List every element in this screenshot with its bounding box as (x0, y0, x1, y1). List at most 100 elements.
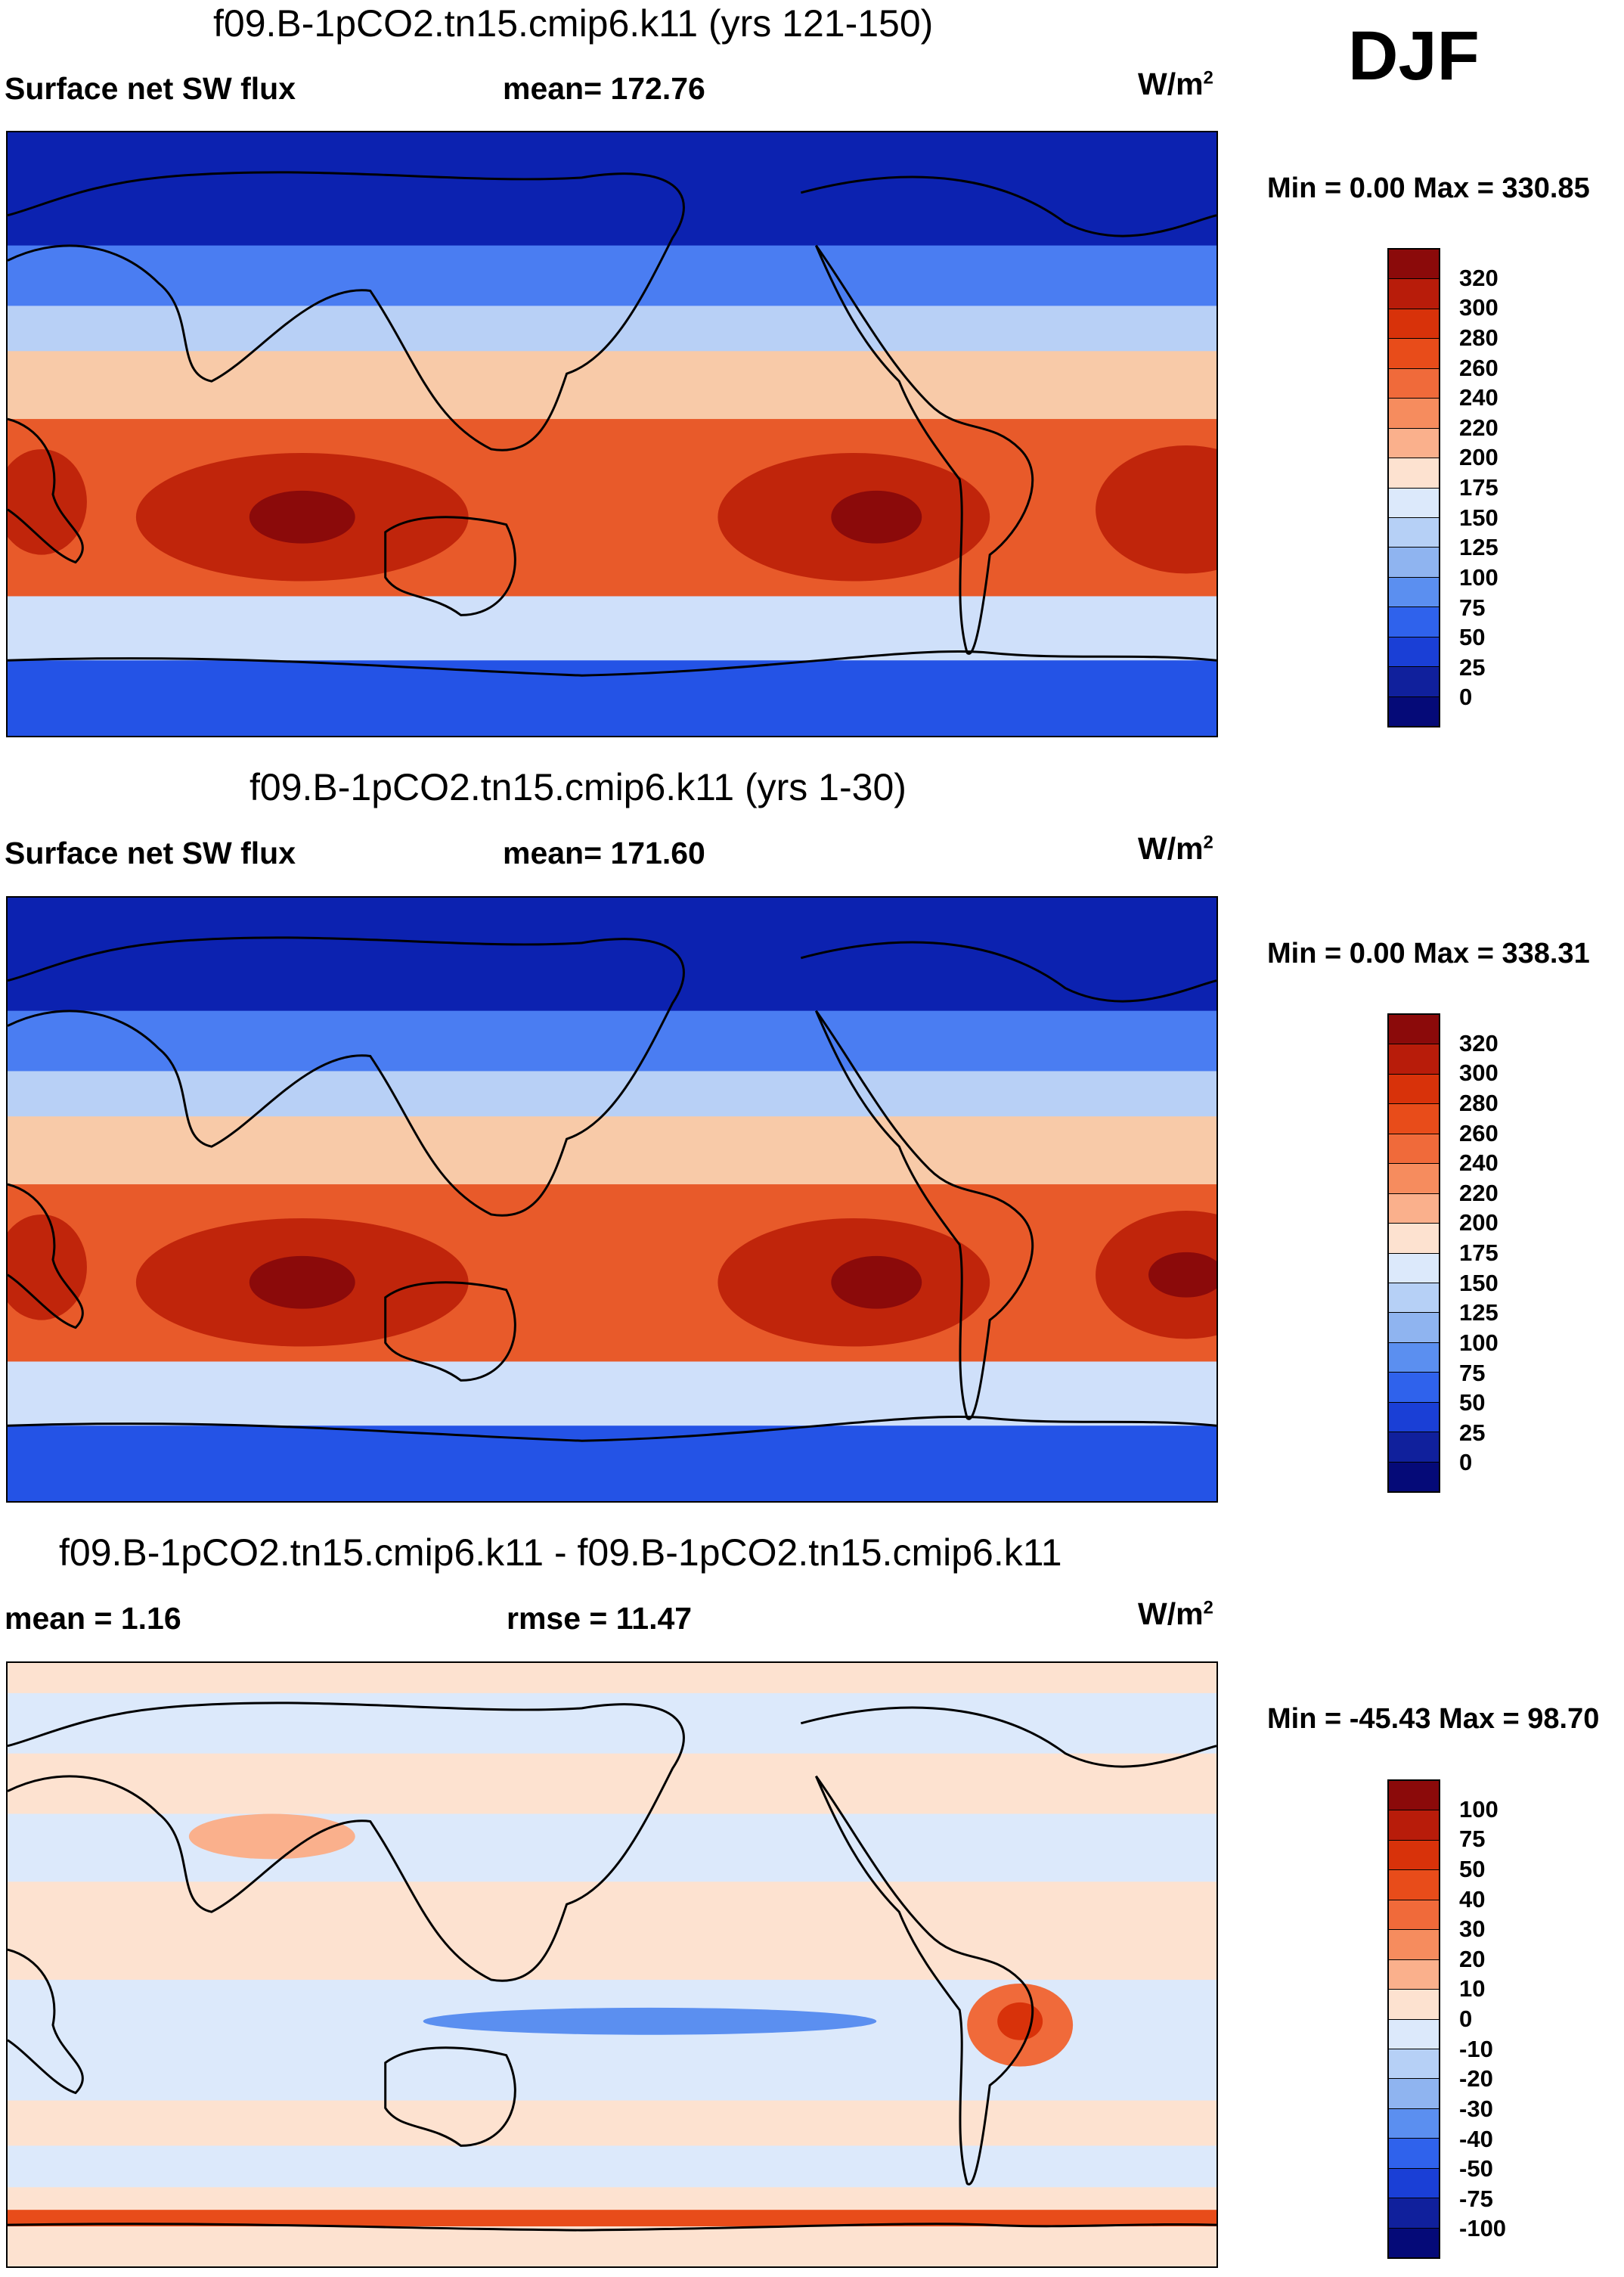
panel3-americas-coast (814, 1775, 1034, 2185)
colorbar-label: 150 (1459, 1269, 1498, 1296)
colorbar-swatch (1389, 2019, 1439, 2049)
colorbar-swatch (1389, 1990, 1439, 2020)
panel2-units: W/m2 (1138, 831, 1213, 866)
panel3-africa-coast (8, 1948, 84, 2095)
colorbar-swatch (1389, 2079, 1439, 2109)
panel3-eurasia-coast (8, 1702, 685, 1982)
panel2-variable: Surface net SW flux (5, 836, 296, 870)
colorbar-swatch (1389, 577, 1439, 608)
panel3-antarctic-edge (8, 2226, 1216, 2266)
panel1-antarctic-coast (8, 650, 1216, 677)
panel3-arctic-coast (800, 1706, 1216, 1768)
panel3-north-blue (8, 1692, 1216, 1754)
colorbar-label: -20 (1459, 2065, 1493, 2092)
colorbar-swatch (1389, 1074, 1439, 1105)
panel2-antarctic-coast (8, 1415, 1216, 1442)
colorbar-swatch (1389, 309, 1439, 340)
panel1-title: f09.B-1pCO2.tn15.cmip6.k11 (yrs 121-150) (213, 2, 934, 45)
panel2-coastlines (8, 936, 1216, 1442)
colorbar-label: 50 (1459, 1389, 1486, 1416)
colorbar-label: -100 (1459, 2215, 1507, 2242)
colorbar-label: 320 (1459, 264, 1498, 291)
colorbar-label: 75 (1459, 1359, 1486, 1386)
panel1-australia-coast (384, 516, 516, 616)
panel1-coastlines (8, 171, 1216, 677)
colorbar-swatch (1389, 1342, 1439, 1373)
panel1-americas-coast (814, 244, 1034, 655)
colorbar-label: 280 (1459, 324, 1498, 351)
panel2-antarctic (8, 1425, 1216, 1501)
panel1-minmax: Min = 0.00 Max = 330.85 (1267, 172, 1590, 204)
panel2-americas-coast (814, 1010, 1034, 1420)
colorbar-swatch (1389, 1104, 1439, 1134)
colorbar-swatch (1389, 428, 1439, 459)
panel2-mean: mean= 171.60 (503, 836, 705, 870)
colorbar-label: 220 (1459, 414, 1498, 441)
colorbar-label: 125 (1459, 1299, 1498, 1326)
colorbar-swatch (1389, 1900, 1439, 1931)
colorbar-swatch (1389, 1193, 1439, 1224)
colorbar-swatch (1389, 1959, 1439, 1990)
colorbar-label: 240 (1459, 1149, 1498, 1177)
colorbar-label: 50 (1459, 1855, 1486, 1882)
colorbar-label: 75 (1459, 1826, 1486, 1853)
colorbar-label: 10 (1459, 1975, 1486, 2002)
panel3-colorbar-labels: 100 75 50 40 30 20 10 0 -10 -20 -30 -40 … (1459, 1779, 1565, 2259)
colorbar-label: -10 (1459, 2035, 1493, 2062)
colorbar-label: 100 (1459, 1795, 1498, 1823)
colorbar-swatch (1389, 368, 1439, 399)
panel3-title: f09.B-1pCO2.tn15.cmip6.k11 - f09.B-1pCO2… (59, 1531, 1062, 1574)
panel3-rmse: rmse = 11.47 (507, 1601, 693, 1636)
panel1-core-africa (8, 448, 87, 555)
panel3-map (6, 1661, 1218, 2268)
colorbar-label: 0 (1459, 684, 1473, 711)
colorbar-swatch (1389, 1015, 1439, 1045)
colorbar-swatch (1389, 1373, 1439, 1403)
colorbar-label: 50 (1459, 624, 1486, 651)
colorbar-swatch (1389, 667, 1439, 697)
colorbar-label: 260 (1459, 354, 1498, 381)
panel3-units: W/m2 (1138, 1596, 1213, 1631)
panel3-asia-red (188, 1813, 355, 1860)
panel2-australia-coast (384, 1281, 516, 1382)
panel3-south-band (8, 2210, 1216, 2227)
panel1-arctic-coast (800, 175, 1216, 237)
panel2-core-africa (8, 1214, 87, 1320)
panel2-colorbar (1387, 1013, 1440, 1493)
panel1-eurasia-coast (8, 171, 685, 451)
colorbar-label: 125 (1459, 534, 1498, 561)
colorbar-label: -40 (1459, 2125, 1493, 2152)
panel1-map (6, 131, 1218, 737)
colorbar-swatch (1389, 1164, 1439, 1194)
colorbar-label: 100 (1459, 563, 1498, 591)
colorbar-label: 175 (1459, 1239, 1498, 1266)
panel2-map (6, 896, 1218, 1503)
colorbar-swatch (1389, 1313, 1439, 1343)
colorbar-swatch (1389, 548, 1439, 578)
colorbar-swatch (1389, 2108, 1439, 2139)
panel1-antarctic (8, 660, 1216, 736)
colorbar-swatch (1389, 1870, 1439, 1900)
colorbar-swatch (1389, 279, 1439, 309)
colorbar-label: 100 (1459, 1329, 1498, 1356)
panel1-variable: Surface net SW flux (5, 71, 296, 106)
colorbar-label: 0 (1459, 1449, 1473, 1476)
colorbar-swatch (1389, 1283, 1439, 1314)
panel3-amazon-core (997, 2002, 1043, 2040)
panel3-minmax: Min = -45.43 Max = 98.70 (1267, 1703, 1600, 1735)
panel1-colorbar (1387, 248, 1440, 727)
panel2-arctic-coast (800, 941, 1216, 1003)
colorbar-label: 320 (1459, 1029, 1498, 1056)
colorbar-swatch (1389, 607, 1439, 637)
panel2-title: f09.B-1pCO2.tn15.cmip6.k11 (yrs 1-30) (249, 766, 907, 808)
colorbar-label: 40 (1459, 1885, 1486, 1912)
season-label: DJF (1348, 17, 1480, 95)
colorbar-swatch (1389, 1224, 1439, 1254)
panel1-africa-coast (8, 417, 84, 564)
colorbar-swatch (1389, 1930, 1439, 1960)
colorbar-label: 200 (1459, 1209, 1498, 1236)
colorbar-label: 25 (1459, 1419, 1486, 1446)
colorbar-swatch (1389, 2198, 1439, 2229)
colorbar-swatch (1389, 2228, 1439, 2257)
panel2-max-indian (249, 1255, 355, 1309)
